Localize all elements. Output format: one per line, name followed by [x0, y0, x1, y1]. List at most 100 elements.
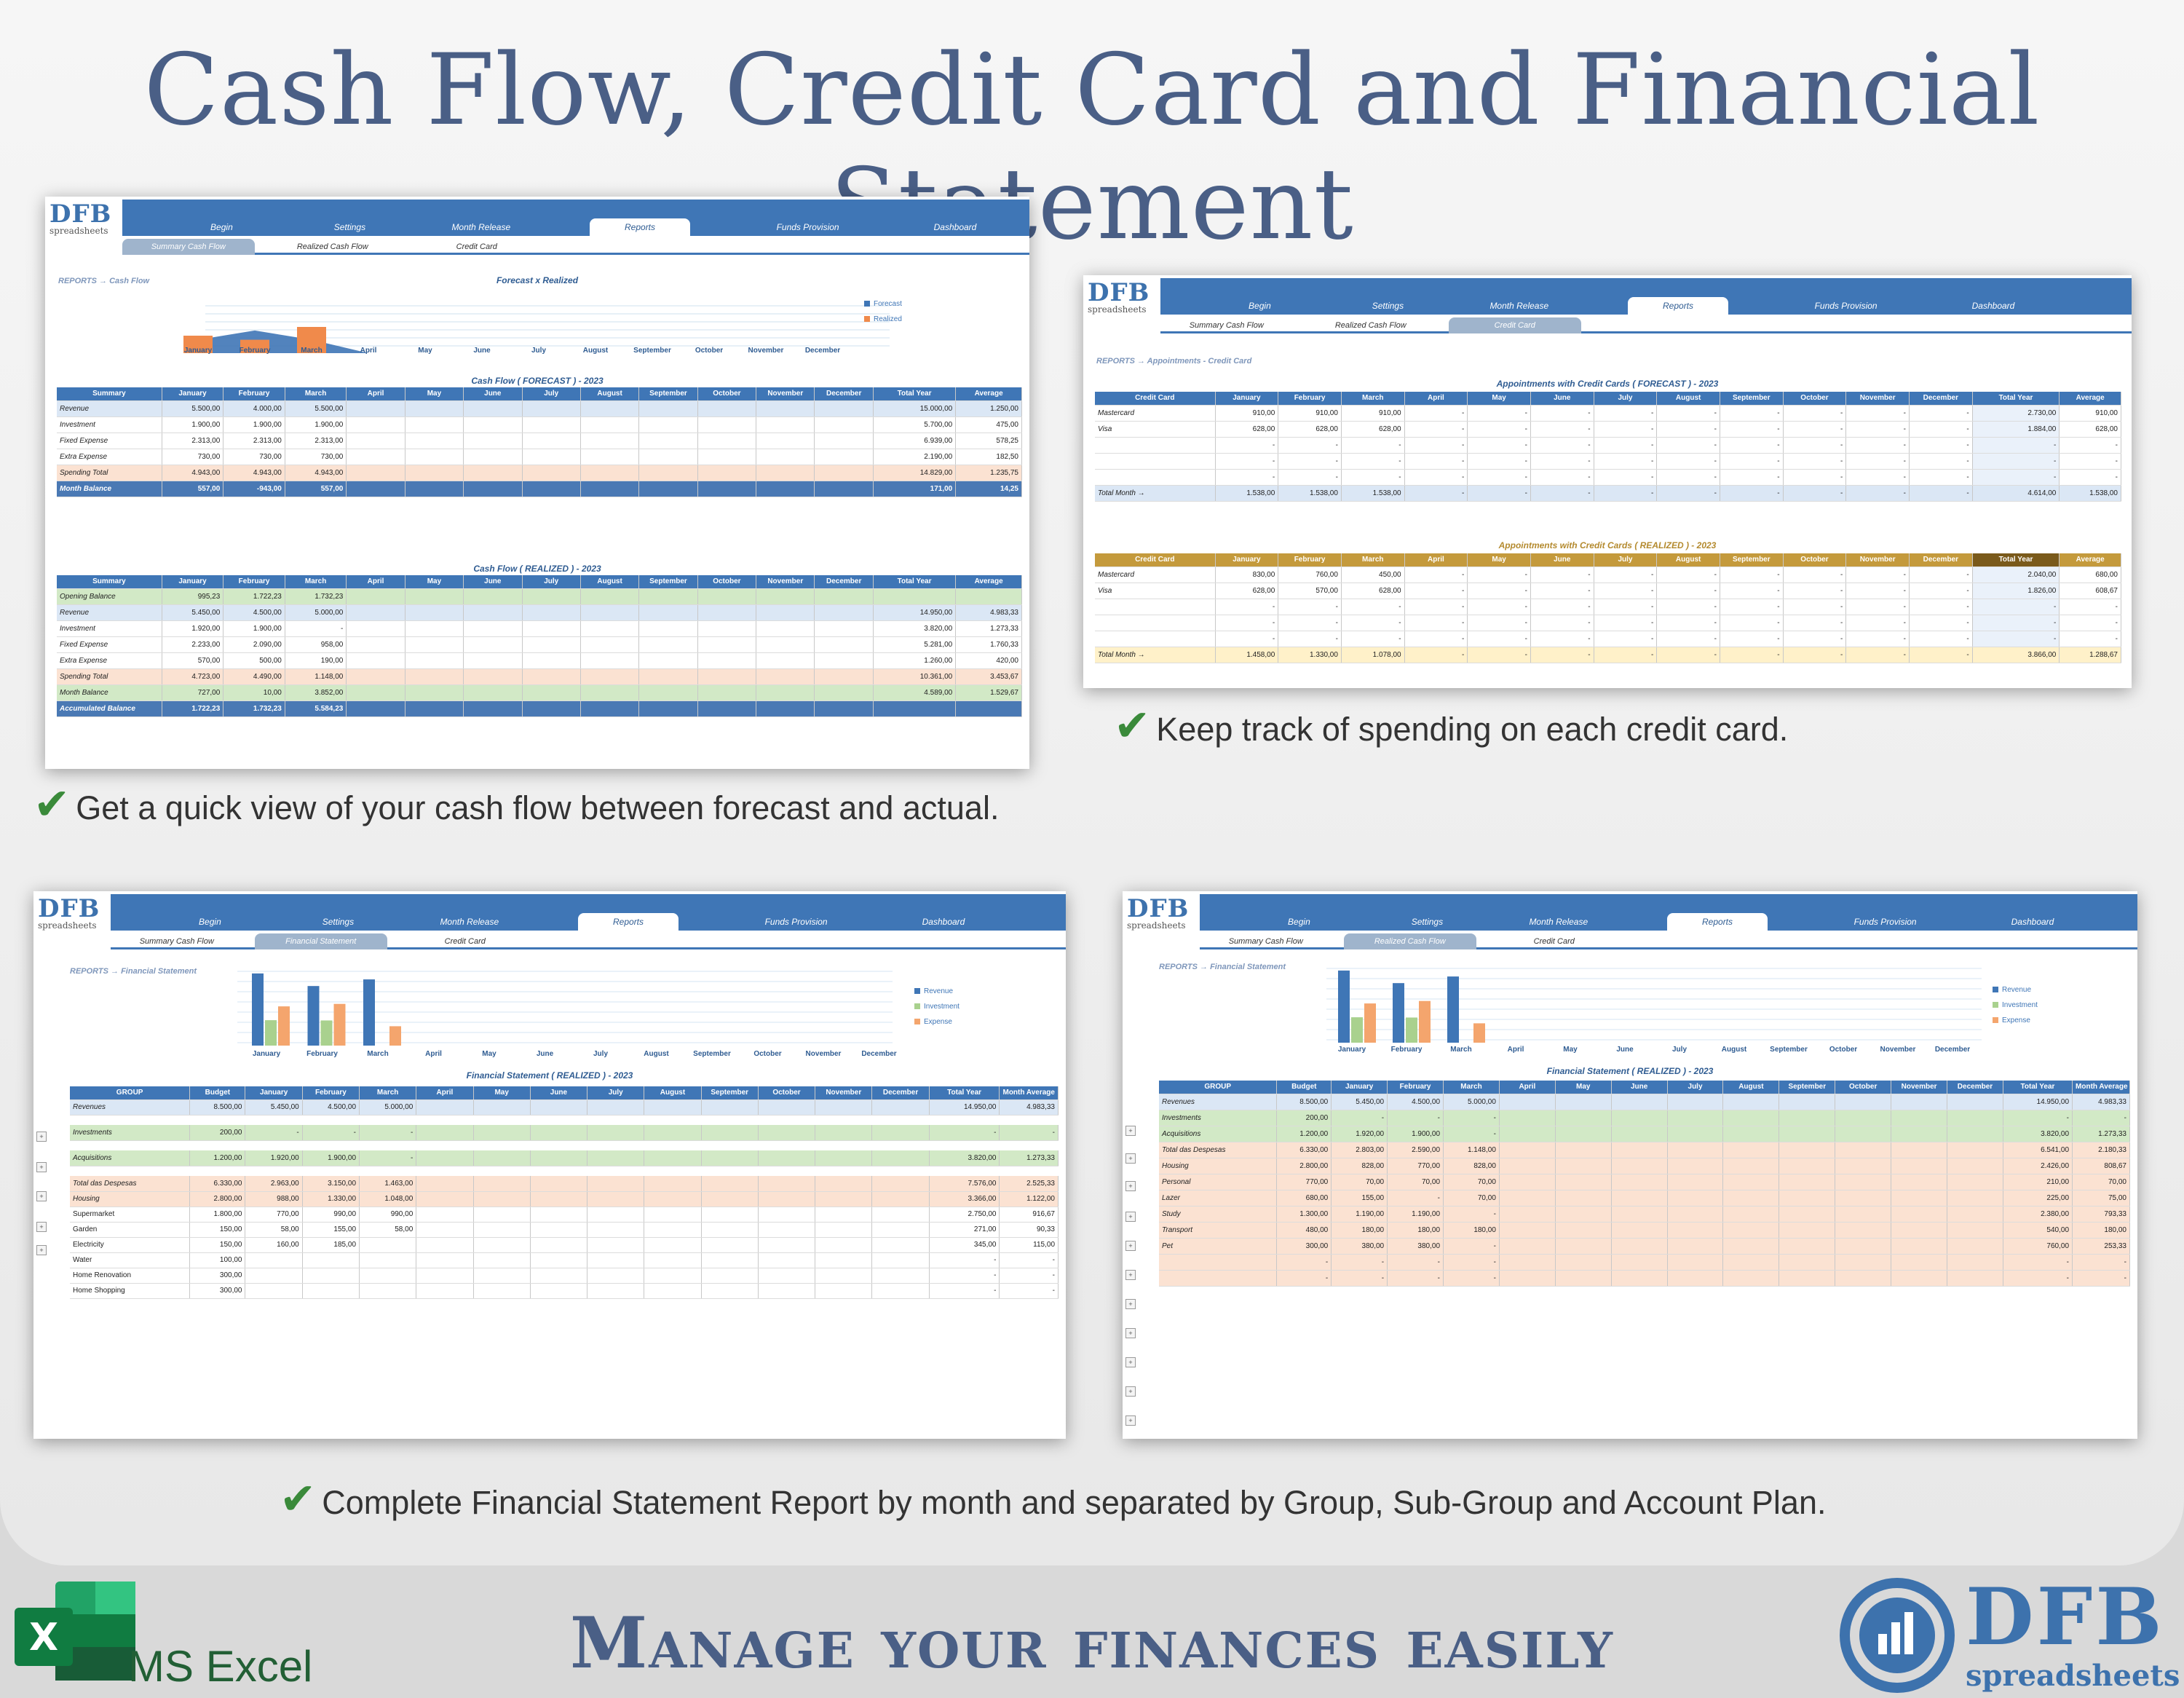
table-cell: - — [1404, 583, 1468, 599]
tab-settings[interactable]: Settings — [1411, 917, 1444, 927]
expand-group-button[interactable]: + — [36, 1245, 47, 1255]
tab-dashboard[interactable]: Dashboard — [933, 222, 977, 232]
tab-month-release[interactable]: Month Release — [1489, 301, 1549, 311]
table-cell — [1611, 1190, 1668, 1207]
table-cell — [1947, 1174, 2003, 1190]
table-cell: - — [1720, 566, 1784, 583]
column-header: October — [758, 1086, 816, 1100]
table-cell — [346, 481, 405, 497]
tab-begin[interactable]: Begin — [1288, 917, 1310, 927]
tab-reports[interactable]: Reports — [1667, 913, 1768, 931]
table-cell: - — [1594, 421, 1658, 438]
table-cell — [756, 465, 815, 481]
value-cell: - — [1215, 437, 1279, 454]
tab-dashboard[interactable]: Dashboard — [1971, 301, 2015, 311]
table-cell: - — [1467, 566, 1531, 583]
table-row: -------------- — [1095, 453, 2121, 470]
month-label: October — [1829, 1046, 1858, 1054]
expand-group-button[interactable]: + — [1125, 1241, 1136, 1251]
tab-settings[interactable]: Settings — [1372, 301, 1404, 311]
table-cell: - — [1909, 405, 1973, 422]
row-label: Fixed Expense — [57, 433, 162, 449]
table-cell — [522, 465, 581, 481]
expand-group-button[interactable]: + — [1125, 1212, 1136, 1222]
table-cell: - — [1656, 599, 1720, 615]
tab-month-release[interactable]: Month Release — [440, 917, 499, 927]
tab-reports[interactable]: Reports — [578, 913, 678, 931]
tab-begin[interactable]: Begin — [1249, 301, 1271, 311]
value-cell: 1.078,00 — [1341, 647, 1405, 663]
subtab-financial-statement[interactable]: Financial Statement — [255, 933, 387, 949]
subtab-credit-card[interactable]: Credit Card — [444, 937, 486, 946]
tab-dashboard[interactable]: Dashboard — [922, 917, 965, 927]
table-cell — [756, 684, 815, 701]
value-cell: - — [359, 1150, 417, 1166]
subtab-realized-cash-flow[interactable]: Realized Cash Flow — [1334, 321, 1406, 330]
value-cell: - — [1443, 1206, 1500, 1223]
expand-group-button[interactable]: + — [1125, 1386, 1136, 1397]
value-cell: 70,00 — [1331, 1174, 1388, 1190]
table-cell — [644, 1268, 702, 1284]
expand-group-button[interactable]: + — [1125, 1270, 1136, 1280]
column-header: November — [815, 1086, 873, 1100]
table-cell — [644, 1099, 702, 1115]
table-cell — [1722, 1158, 1780, 1174]
total-label: Total Month → — [1095, 647, 1216, 663]
table-cell — [463, 465, 523, 481]
table-cell: - — [1909, 437, 1973, 454]
tab-settings[interactable]: Settings — [322, 917, 355, 927]
expand-group-button[interactable]: + — [1125, 1181, 1136, 1191]
tab-settings[interactable]: Settings — [333, 222, 366, 232]
table-row: Personal 770,00 70,00 70,00 70,00 210,00 70,00 — [1159, 1174, 2130, 1190]
expand-group-button[interactable]: + — [1125, 1153, 1136, 1164]
average-cell: 1.273,33 — [999, 1150, 1059, 1166]
expand-group-button[interactable]: + — [1125, 1328, 1136, 1338]
value-cell: 990,00 — [302, 1207, 360, 1223]
value-cell: 5.450,00 — [162, 604, 224, 621]
cc-realized-title: Appointments with Credit Cards ( REALIZE… — [1498, 540, 1717, 550]
tab-dashboard[interactable]: Dashboard — [2011, 917, 2054, 927]
table-row: Extra Expense 570,00 500,00 190,00 1.260,00 4… — [57, 652, 1022, 669]
expand-group-button[interactable]: + — [1125, 1126, 1136, 1136]
dfb-brand-logo — [1840, 1578, 1955, 1693]
average-cell: 1.538,00 — [2059, 485, 2121, 502]
subtab-credit-card[interactable]: Credit Card — [456, 242, 497, 251]
tab-begin[interactable]: Begin — [210, 222, 233, 232]
table-cell — [1667, 1206, 1724, 1223]
expand-group-button[interactable]: + — [36, 1132, 47, 1142]
expand-group-button[interactable]: + — [36, 1222, 47, 1232]
expand-group-button[interactable]: + — [36, 1162, 47, 1172]
dfb-logo: DFB spreadsheets — [1127, 894, 1190, 931]
tab-month-release[interactable]: Month Release — [451, 222, 511, 232]
tab-funds-provision[interactable]: Funds Provision — [776, 222, 839, 232]
column-header: May — [405, 387, 464, 401]
tab-funds-provision[interactable]: Funds Provision — [764, 917, 828, 927]
breadcrumb: REPORTS → Cash Flow — [58, 277, 150, 285]
expand-group-button[interactable]: + — [36, 1191, 47, 1201]
tab-funds-provision[interactable]: Funds Provision — [1853, 917, 1917, 927]
tab-month-release[interactable]: Month Release — [1529, 917, 1588, 927]
column-header: October — [697, 387, 757, 401]
value-cell: - — [302, 1125, 360, 1141]
table-cell — [405, 465, 464, 481]
expand-group-button[interactable]: + — [1125, 1357, 1136, 1367]
subtab-summary-cash-flow[interactable]: Summary Cash Flow — [1189, 321, 1264, 330]
subtab-credit-card[interactable]: Credit Card — [1533, 937, 1575, 946]
tab-funds-provision[interactable]: Funds Provision — [1814, 301, 1878, 311]
subtab-realized-cash-flow[interactable]: Realized Cash Flow — [1344, 933, 1476, 949]
table-row: Revenue 5.450,00 4.500,00 5.000,00 14.950,00… — [57, 604, 1022, 621]
tab-reports[interactable]: Reports — [1628, 297, 1728, 315]
table-cell — [1947, 1142, 2003, 1158]
subtab-realized-cash-flow[interactable]: Realized Cash Flow — [296, 242, 368, 251]
subtab-summary-cash-flow[interactable]: Summary Cash Flow — [1228, 937, 1303, 946]
table-cell — [1499, 1222, 1556, 1239]
subtab-credit-card[interactable]: Credit Card — [1449, 317, 1581, 333]
expand-group-button[interactable]: + — [1125, 1415, 1136, 1426]
subtab-summary-cash-flow[interactable]: Summary Cash Flow — [122, 239, 255, 255]
table-row: -------------- — [1095, 615, 2121, 631]
subtab-summary-cash-flow[interactable]: Summary Cash Flow — [139, 937, 214, 946]
tab-reports[interactable]: Reports — [590, 218, 690, 236]
table-cell — [1722, 1110, 1780, 1126]
tab-begin[interactable]: Begin — [199, 917, 221, 927]
expand-group-button[interactable]: + — [1125, 1299, 1136, 1309]
